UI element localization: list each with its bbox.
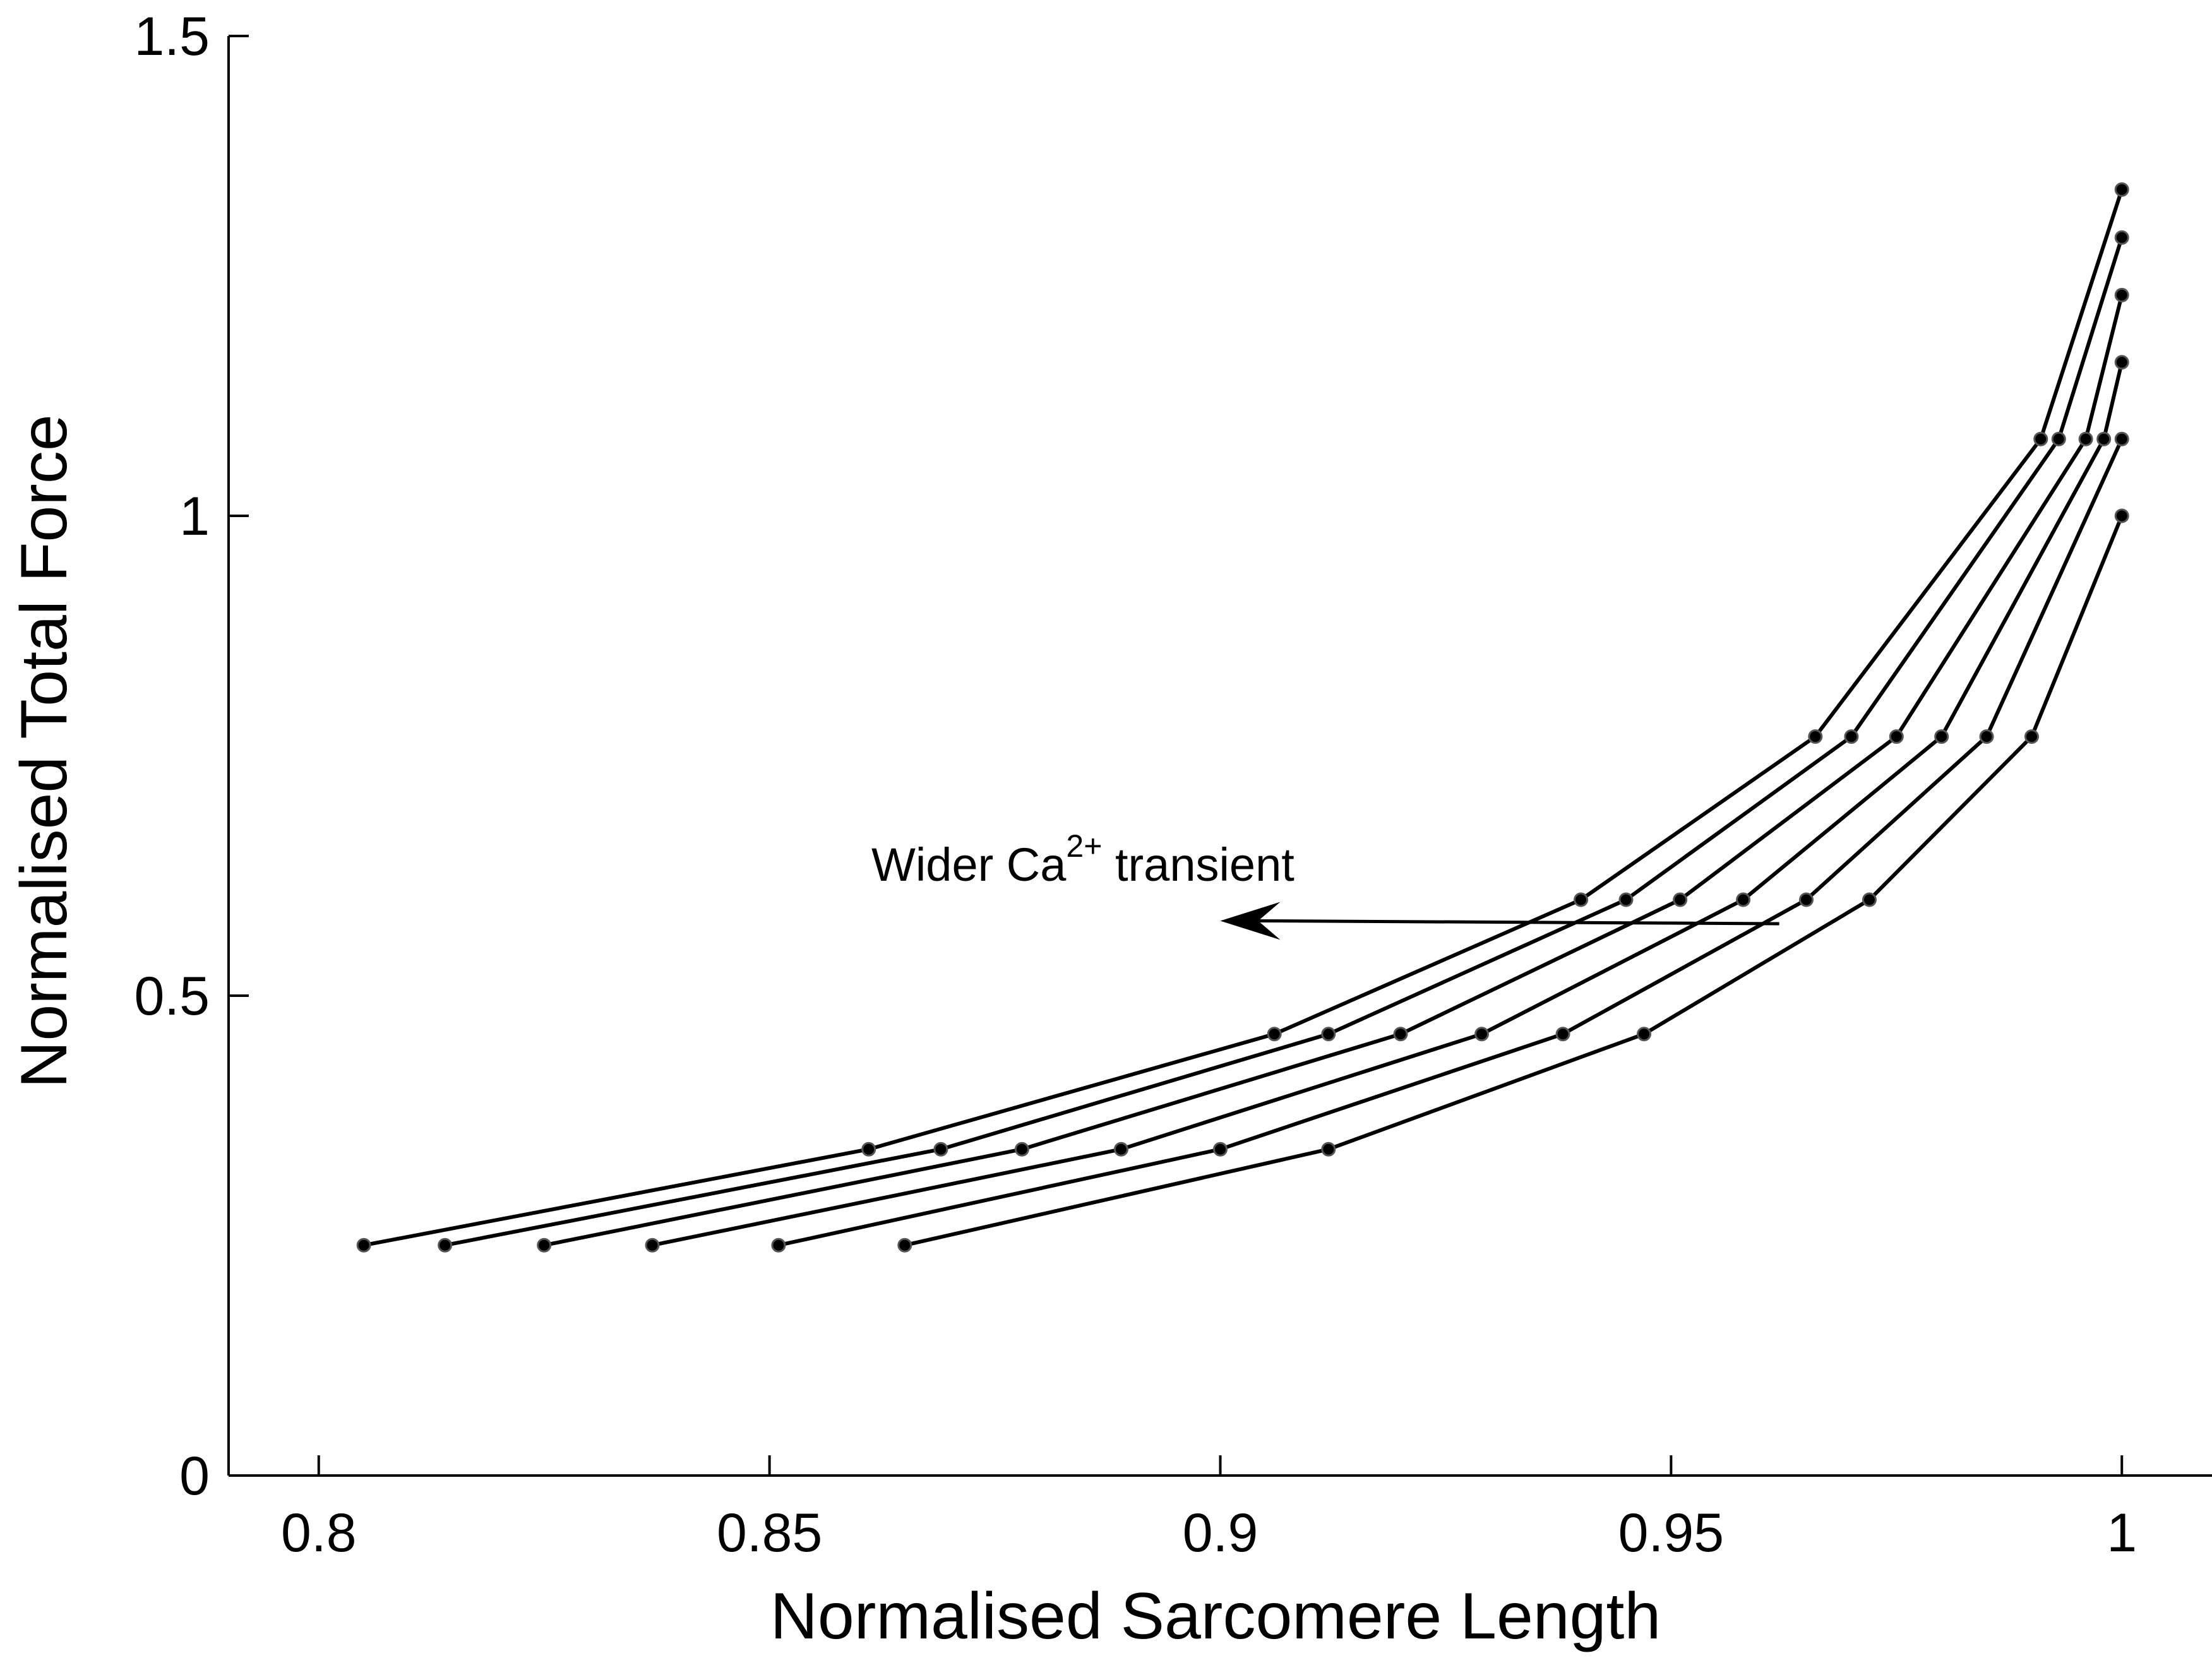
- data-point: [2033, 431, 2048, 446]
- data-point: [645, 1238, 660, 1253]
- data-point: [2051, 431, 2066, 446]
- annotation-arrow: [1258, 919, 1779, 926]
- axes: 0.8 0.85 0.9 0.95 1 0 0.5 1 1.5: [134, 6, 2212, 1563]
- data-point: [1555, 1027, 1570, 1042]
- x-tick-label: 0.9: [1183, 1503, 1258, 1563]
- x-tick-label: 0.95: [1618, 1503, 1724, 1563]
- data-point: [1808, 729, 1823, 744]
- series-4: [645, 355, 2129, 1253]
- data-point: [897, 1238, 912, 1253]
- data-point: [1979, 729, 1994, 744]
- x-tick-label: 0.85: [717, 1503, 822, 1563]
- data-point: [1844, 729, 1859, 744]
- series-layer: [356, 182, 2129, 1253]
- data-point: [1474, 1027, 1490, 1042]
- x-axis-title: Normalised Sarcomere Length: [770, 1580, 1661, 1653]
- data-point: [2114, 508, 2129, 523]
- data-point: [2024, 729, 2039, 744]
- y-tick-label: 0: [179, 1446, 210, 1506]
- data-point: [1574, 892, 1589, 907]
- series-line: [544, 294, 2124, 1248]
- data-point: [1393, 1027, 1408, 1042]
- x-tick-label: 1: [2107, 1503, 2137, 1563]
- data-point: [1889, 729, 1904, 744]
- data-point: [1321, 1027, 1336, 1042]
- series-line: [652, 362, 2124, 1248]
- data-point: [2114, 431, 2129, 446]
- annotation-text-prefix: Wider Ca: [871, 838, 1067, 891]
- series-1: [356, 182, 2129, 1253]
- series-3: [537, 287, 2129, 1253]
- annotation: Wider Ca2+ transient: [871, 828, 1779, 940]
- series-2: [438, 230, 2129, 1253]
- data-point: [2096, 431, 2112, 446]
- x-tick-label: 0.8: [281, 1503, 357, 1563]
- data-point: [1862, 892, 1877, 907]
- data-point: [861, 1142, 876, 1157]
- data-point: [1934, 729, 1949, 744]
- data-point: [1637, 1027, 1652, 1042]
- annotation-text: Wider Ca2+ transient: [871, 828, 1294, 891]
- data-point: [2114, 355, 2129, 370]
- series-line: [445, 237, 2124, 1248]
- series-6: [897, 508, 2129, 1253]
- data-point: [2114, 182, 2129, 197]
- y-tick-label: 0.5: [134, 966, 210, 1027]
- data-point: [2114, 287, 2129, 302]
- data-point: [438, 1238, 453, 1253]
- data-point: [537, 1238, 552, 1253]
- data-point: [2078, 431, 2093, 446]
- series-line: [904, 515, 2124, 1248]
- annotation-text-sup: 2+: [1066, 828, 1102, 864]
- data-point: [1799, 892, 1814, 907]
- series-line: [778, 438, 2124, 1248]
- y-axis-title: Normalised Total Force: [8, 414, 81, 1088]
- data-point: [1014, 1142, 1029, 1157]
- data-point: [1213, 1142, 1228, 1157]
- series-line: [363, 189, 2124, 1248]
- data-point: [771, 1238, 786, 1253]
- data-point: [1673, 892, 1688, 907]
- data-point: [2114, 230, 2129, 245]
- data-point: [1618, 892, 1634, 907]
- data-point: [1321, 1142, 1336, 1157]
- data-point: [933, 1142, 948, 1157]
- data-point: [1736, 892, 1751, 907]
- annotation-text-suffix: transient: [1102, 838, 1294, 891]
- data-point: [1113, 1142, 1128, 1157]
- annotation-arrow-head: [1220, 902, 1281, 940]
- series-5: [771, 431, 2129, 1253]
- data-point: [1267, 1027, 1282, 1042]
- y-tick-label: 1.5: [134, 6, 210, 67]
- data-point: [356, 1238, 371, 1253]
- y-tick-label: 1: [179, 486, 210, 547]
